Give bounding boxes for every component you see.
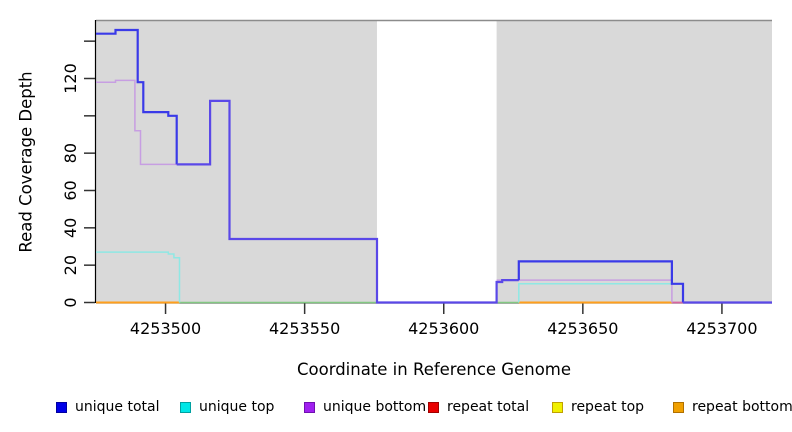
legend-item-repeat-top: repeat top	[552, 398, 644, 416]
legend-swatch-icon	[180, 401, 191, 413]
y-tick-label: 0	[61, 297, 80, 307]
y-tick-label: 80	[61, 143, 80, 163]
shaded-region	[496, 21, 772, 303]
x-tick-label: 4253500	[130, 319, 201, 338]
x-tick-label: 4253600	[408, 319, 479, 338]
y-tick-label: 20	[61, 255, 80, 275]
legend-label: unique bottom	[323, 399, 427, 415]
x-tick-label: 4253700	[686, 319, 757, 338]
legend-swatch-icon	[673, 401, 684, 413]
series-line-unique-total-left	[96, 28, 178, 165]
legend-item-repeat-bottom: repeat bottom	[673, 398, 792, 416]
series-line-unique-total-right	[517, 260, 685, 303]
legend-item-unique-top: unique top	[180, 398, 274, 416]
y-tick-label: 40	[61, 218, 80, 238]
x-axis-title: Coordinate in Reference Genome	[296, 360, 572, 379]
x-tick-label: 4253550	[269, 319, 340, 338]
legend: unique total unique top unique bottom repea…	[0, 398, 792, 422]
y-tick-label: 120	[61, 63, 80, 94]
legend-label: repeat bottom	[692, 399, 792, 415]
y-axis-title: Read Coverage Depth	[16, 71, 35, 253]
series-line-unique-top-left	[96, 251, 181, 303]
plot-canvas: 4253500 4253550 4253600 4253650 4253700 0 20 40…	[61, 19, 772, 338]
legend-swatch-icon	[428, 401, 439, 413]
legend-item-repeat-total: repeat total	[428, 398, 529, 416]
y-tick-label: 60	[61, 180, 80, 200]
x-tick-label: 4253650	[547, 319, 618, 338]
legend-item-unique-total: unique total	[56, 398, 159, 416]
shaded-region	[96, 21, 377, 303]
legend-item-unique-bottom: unique bottom	[304, 398, 426, 416]
legend-label: repeat total	[447, 399, 530, 415]
legend-swatch-icon	[552, 401, 563, 413]
legend-swatch-icon	[304, 401, 315, 413]
legend-label: unique top	[199, 399, 275, 415]
legend-swatch-icon	[56, 401, 67, 413]
legend-label: unique total	[75, 399, 160, 415]
legend-label: repeat top	[571, 399, 645, 415]
series-line-unique-bottom-left	[96, 79, 177, 166]
series-line-unique-total-mid	[176, 99, 519, 304]
